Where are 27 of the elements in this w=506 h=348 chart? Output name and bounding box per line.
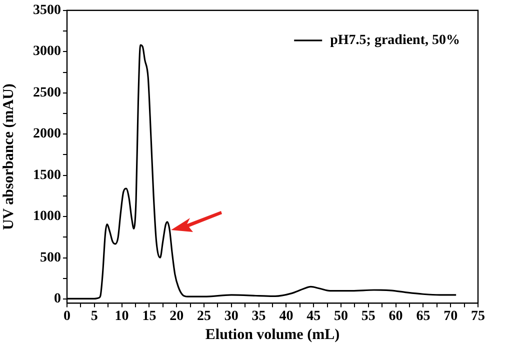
x-tick-label: 75 — [471, 309, 485, 324]
y-axis-title: UV absorbance (mAU) — [0, 84, 17, 230]
y-tick-label: 3500 — [33, 3, 61, 18]
y-tick-label: 2500 — [33, 85, 61, 100]
y-tick-label: 2000 — [33, 126, 61, 142]
x-tick-label: 50 — [334, 309, 348, 324]
x-tick-label: 55 — [361, 309, 376, 324]
x-tick-label: 20 — [170, 309, 184, 324]
y-tick-label: 1500 — [33, 168, 61, 183]
legend-label: pH7.5; gradient, 50% — [330, 33, 460, 48]
x-tick-label: 15 — [142, 309, 156, 324]
x-tick-label: 60 — [388, 309, 403, 324]
x-tick-label: 5 — [90, 309, 98, 324]
y-tick-label: 1000 — [33, 209, 61, 224]
x-axis-title: Elution volume (mL) — [205, 326, 340, 343]
x-tick-label: 40 — [279, 309, 294, 324]
x-tick-label: 0 — [64, 309, 70, 324]
x-tick-label: 30 — [224, 309, 238, 324]
x-tick-label: 25 — [197, 309, 211, 324]
y-tick-label: 3000 — [33, 44, 61, 60]
x-tick-label: 65 — [416, 309, 430, 324]
x-tick-label: 10 — [114, 309, 129, 324]
y-tick-label: 500 — [40, 250, 61, 266]
y-tick-label: 0 — [54, 292, 61, 307]
x-tick-label: 70 — [444, 309, 458, 324]
x-tick-label: 45 — [306, 309, 321, 324]
x-tick-label: 35 — [252, 309, 266, 324]
